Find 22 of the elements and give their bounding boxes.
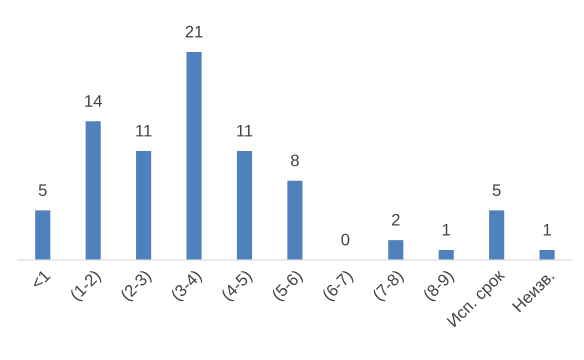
- x-tick-label: <1: [30, 269, 51, 290]
- bar: [186, 52, 202, 260]
- bar: [540, 250, 555, 260]
- bar: [489, 210, 504, 260]
- data-label: 5: [492, 184, 501, 196]
- data-label: 5: [38, 184, 47, 196]
- data-label: 21: [186, 26, 203, 38]
- data-label: 11: [136, 124, 152, 136]
- data-label: 8: [291, 154, 299, 166]
- bar: [388, 240, 404, 260]
- data-label: 11: [237, 124, 252, 136]
- bar: [438, 250, 454, 260]
- bar: [86, 121, 101, 260]
- data-label: 0: [341, 234, 350, 246]
- data-label: 1: [544, 224, 551, 236]
- data-label: 1: [442, 224, 450, 236]
- bar: [136, 151, 152, 260]
- data-label: 14: [85, 95, 102, 107]
- bar: [236, 151, 252, 260]
- data-label: 2: [392, 214, 400, 226]
- bar: [35, 210, 50, 260]
- bar: [287, 180, 302, 260]
